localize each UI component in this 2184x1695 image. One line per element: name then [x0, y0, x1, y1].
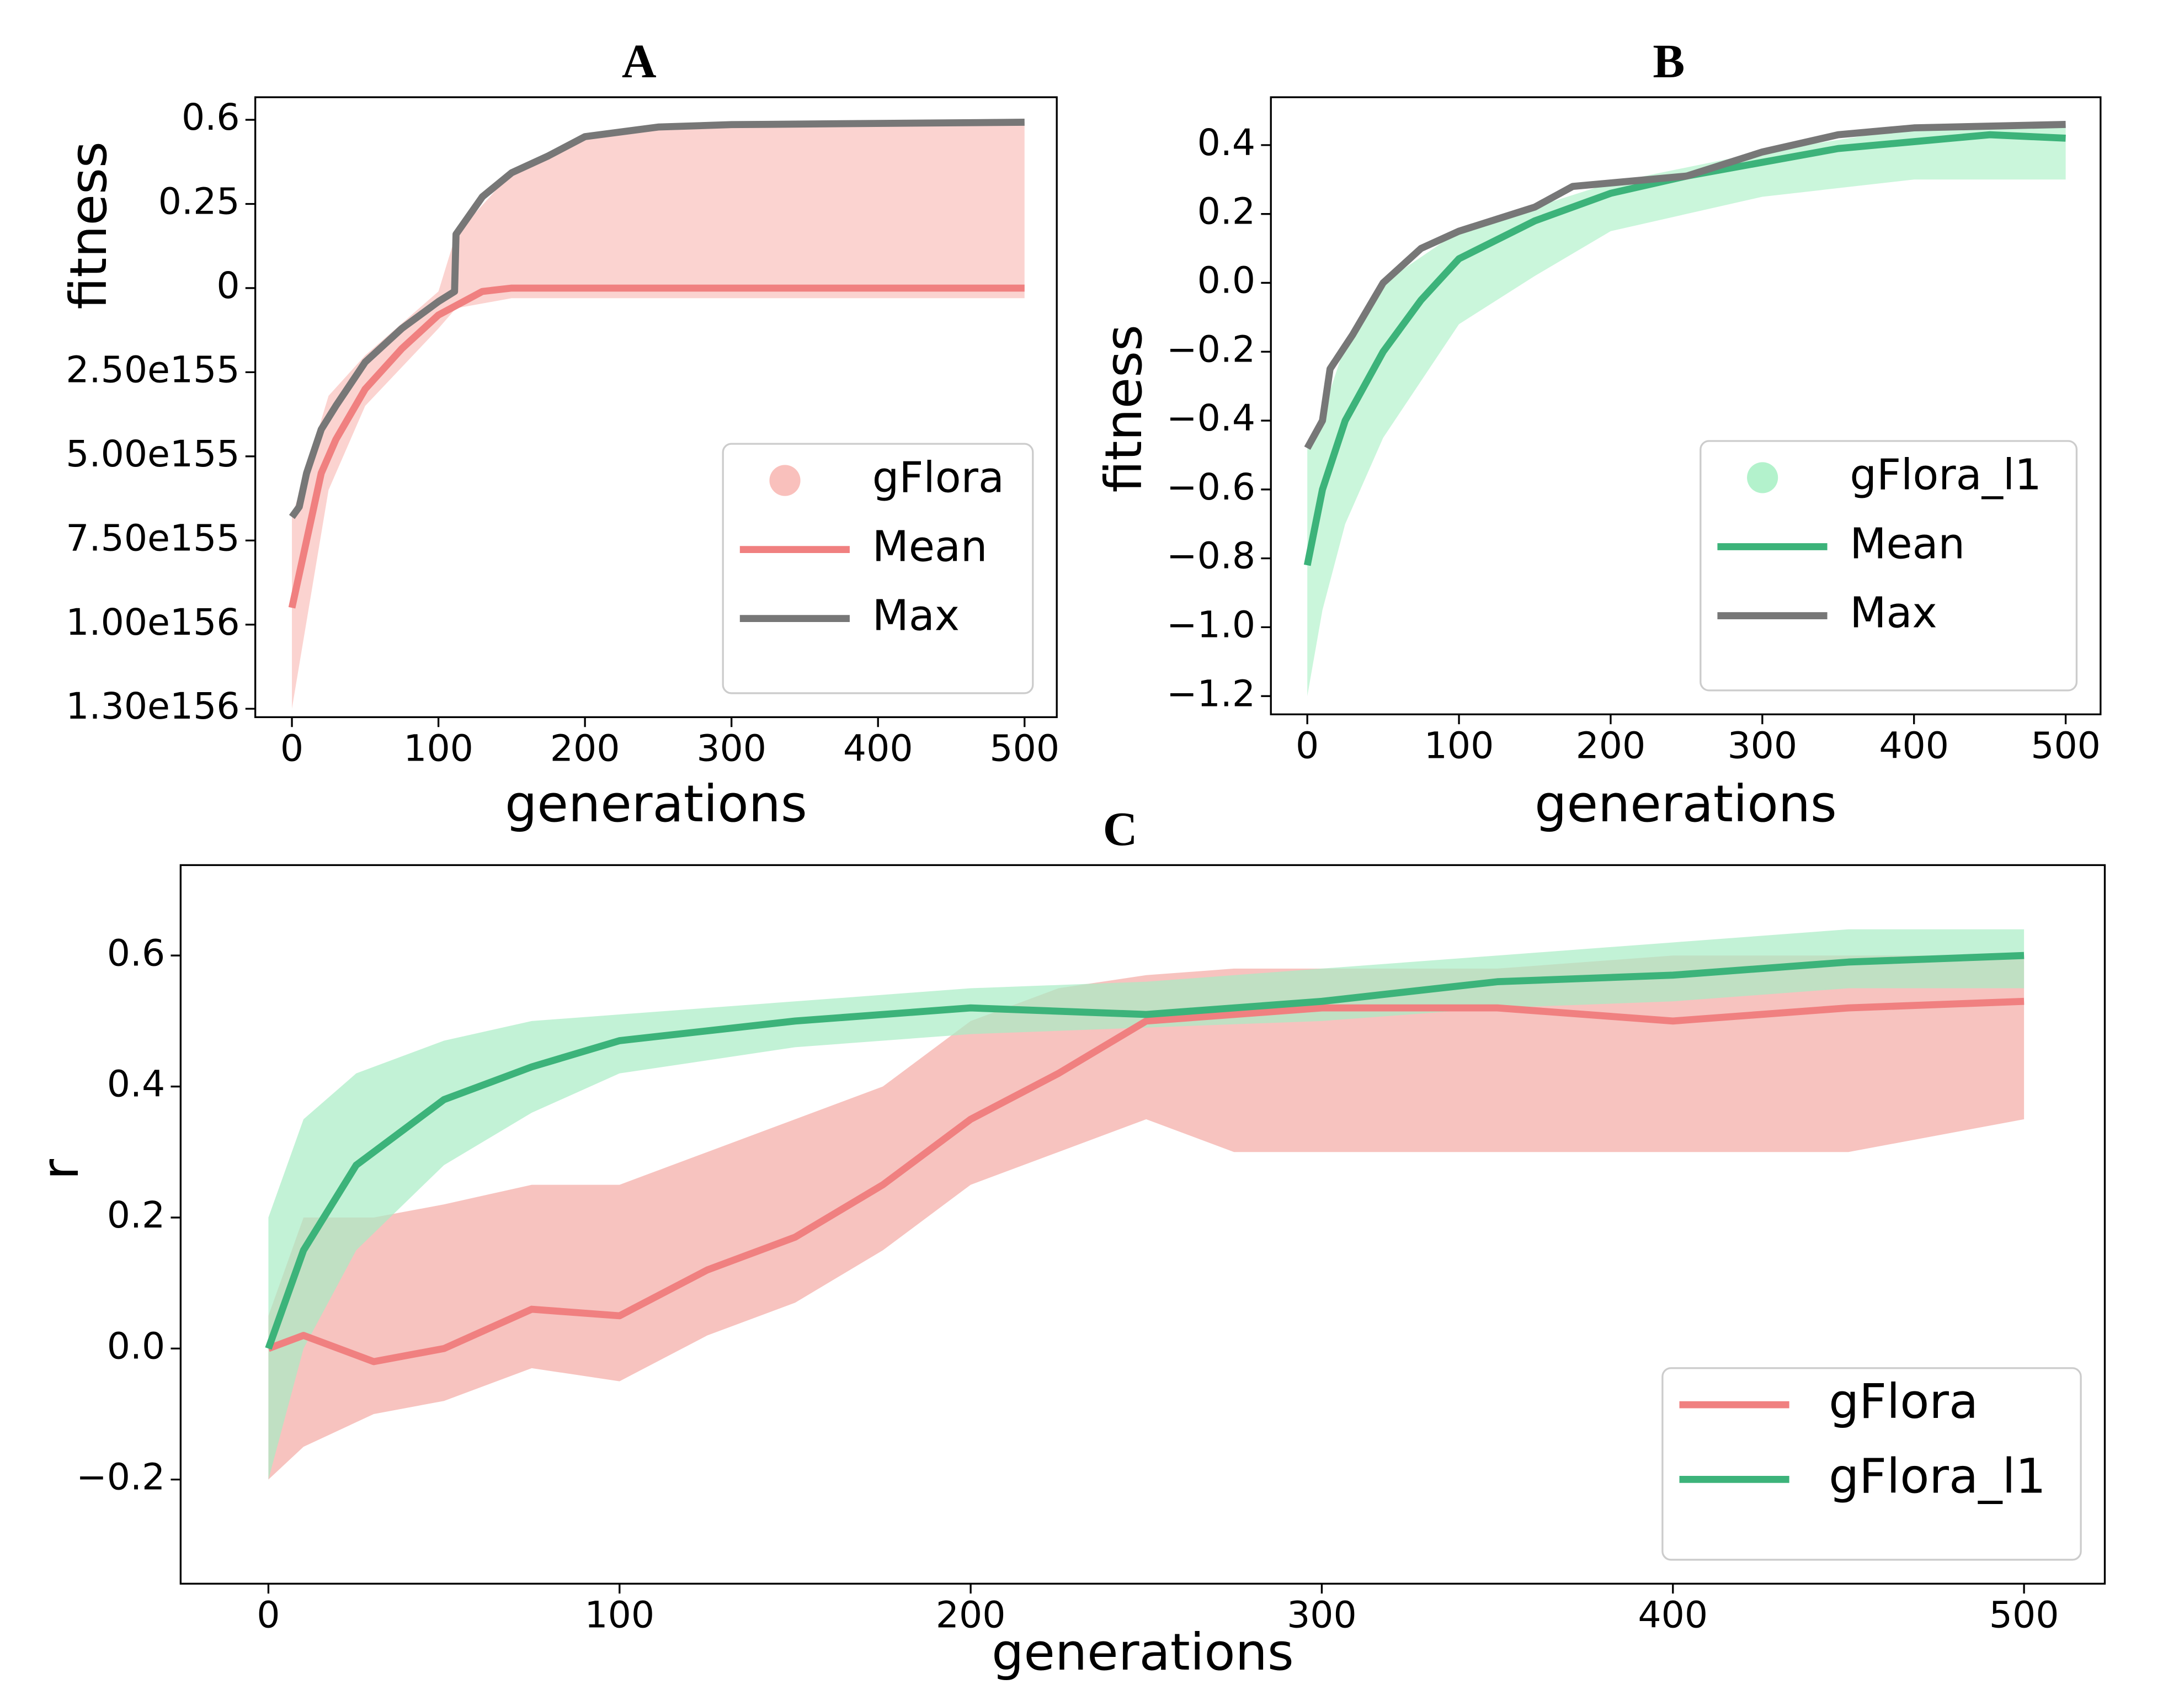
y-axis-label: fitness [59, 141, 118, 309]
y-tick-label: −0.2 [1166, 327, 1255, 370]
legend: gFlora_l1 Mean Max [1700, 440, 2078, 692]
x-tick-label: 0 [257, 1593, 280, 1636]
legend-label: Mean [1850, 519, 1965, 568]
x-tick-label: 200 [936, 1593, 1006, 1636]
plot-frame [1270, 96, 2102, 715]
y-tick-label: 7.50e155 [66, 516, 239, 559]
line [265, 952, 2025, 1350]
panel: 0 100 200 300 400 500 −1.2 −1.0 −0.8 −0.6 −0.4 −0.2… [1094, 35, 2102, 833]
x-tick-label: 100 [584, 1593, 654, 1636]
y-tick-label: 2.50e155 [66, 348, 239, 391]
y-tick-label: 5.00e155 [66, 432, 239, 475]
y-tick-label: 0 [216, 264, 239, 307]
x-tick-label: 300 [696, 727, 766, 770]
line [289, 119, 1025, 519]
legend-label: gFlora_l1 [1850, 450, 2041, 500]
y-tick-label: 0.0 [1197, 259, 1256, 302]
panel-title: C [1103, 803, 1138, 856]
legend-box [1661, 1367, 2082, 1561]
x-tick-label: 500 [1989, 1593, 2059, 1636]
x-tick-label: 300 [1287, 1593, 1357, 1636]
y-tick-label: 0.25 [158, 180, 240, 223]
y-tick-label: 0.2 [107, 1193, 166, 1236]
legend: gFlora gFlora_l1 [1661, 1367, 2082, 1561]
panel-title: B [1653, 35, 1685, 88]
x-tick-label: 0 [1296, 724, 1319, 767]
scatter-cloud [292, 122, 1025, 709]
x-tick-label: 0 [280, 727, 303, 770]
spread-band [268, 955, 2025, 1480]
y-tick-label: −1.2 [1166, 672, 1255, 715]
x-axis-label: generations [1535, 774, 1837, 833]
x-tick-label: 400 [843, 727, 913, 770]
legend-box [722, 443, 1034, 694]
legend-marker [769, 465, 801, 496]
legend: gFlora Mean Max [722, 443, 1034, 694]
panel: 0 100 200 300 400 500 −0.2 0.0 0.2 0.4 0.6 Cgenerat… [31, 803, 2106, 1682]
x-tick-label: 200 [1576, 724, 1646, 767]
legend-label: gFlora_l1 [1829, 1448, 2046, 1504]
panel: 0 100 200 300 400 500 1.30e156 1.00e156 7.50e155… [59, 35, 1059, 833]
y-tick-label: −0.6 [1166, 465, 1255, 508]
x-axis-label: generations [992, 1623, 1294, 1682]
line [288, 284, 1025, 609]
scatter-cloud [1307, 124, 2066, 697]
y-tick-label: 0.0 [107, 1324, 166, 1367]
y-tick-label: 1.00e156 [66, 601, 239, 644]
legend-label: Mean [872, 523, 988, 572]
legend-label: Max [1850, 589, 1937, 638]
panel-title: A [622, 35, 657, 88]
legend-label: Max [872, 592, 960, 641]
y-tick-label: 0.2 [1197, 190, 1256, 233]
line [1304, 121, 2066, 450]
y-tick-label: 1.30e156 [66, 684, 239, 727]
plot-area [265, 929, 2025, 1480]
plot-area [288, 119, 1025, 709]
y-tick-label: −0.4 [1166, 396, 1255, 439]
y-tick-label: 0.4 [1197, 121, 1256, 164]
y-tick-label: −1.0 [1166, 603, 1255, 646]
y-tick-label: 0.6 [107, 931, 166, 974]
legend-label: gFlora [872, 453, 1004, 502]
plot-frame [179, 864, 2106, 1585]
x-tick-label: 100 [1424, 724, 1494, 767]
spread-band [268, 929, 2025, 1480]
x-tick-label: 400 [1638, 1593, 1708, 1636]
y-tick-label: 0.6 [182, 95, 240, 139]
line [1303, 131, 2066, 566]
legend-marker [1747, 462, 1778, 493]
x-tick-label: 300 [1727, 724, 1797, 767]
line [267, 997, 2025, 1365]
y-axis-label: fitness [1094, 325, 1153, 492]
plot-frame [254, 96, 1058, 719]
x-tick-label: 400 [1879, 724, 1949, 767]
y-tick-label: 0.4 [107, 1062, 166, 1106]
y-axis-label: r [31, 1159, 90, 1180]
x-tick-label: 500 [989, 727, 1059, 770]
legend-box [1700, 440, 2078, 692]
plot-area [1303, 121, 2066, 697]
x-axis-label: generations [505, 774, 807, 833]
x-tick-label: 200 [550, 727, 620, 770]
legend-label: gFlora [1829, 1374, 1978, 1430]
y-tick-label: −0.2 [76, 1455, 165, 1499]
y-tick-label: −0.8 [1166, 534, 1255, 577]
x-tick-label: 100 [403, 727, 473, 770]
x-tick-label: 500 [2031, 724, 2101, 767]
